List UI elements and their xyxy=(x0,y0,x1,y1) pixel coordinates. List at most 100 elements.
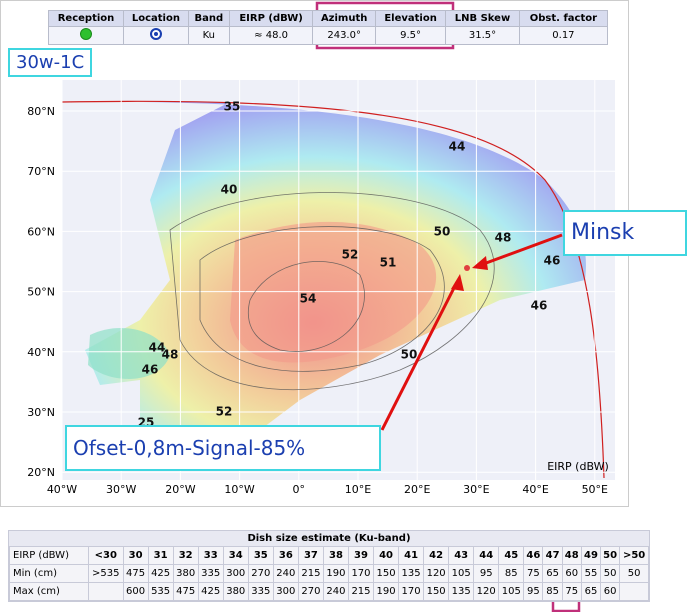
lat-label: 50°N xyxy=(27,286,55,299)
contour-label: 44 xyxy=(449,140,466,154)
footprint-islands xyxy=(88,327,170,379)
lat-label: 30°N xyxy=(27,406,55,419)
dish-cell: 150 xyxy=(423,582,450,601)
dish-cell: 36 xyxy=(272,546,299,565)
dish-row: Max (cm) 600 535 475 425 380 335 300 270 240 215 19… xyxy=(9,582,649,601)
contour-label: 48 xyxy=(495,231,512,245)
info-value: ≈ 48.0 xyxy=(228,26,314,45)
dish-cell: 120 xyxy=(423,564,450,583)
dish-cell: 48 xyxy=(561,546,582,565)
dish-cell: 135 xyxy=(398,564,425,583)
info-value: 243.0° xyxy=(312,26,377,45)
dish-cell: 34 xyxy=(222,546,249,565)
dish-cell: 75 xyxy=(561,582,582,601)
info-header: Azimuth xyxy=(312,10,377,27)
contour-label: 44 xyxy=(149,341,166,355)
dish-cell: 95 xyxy=(473,564,500,583)
info-value: Ku xyxy=(187,26,230,45)
lon-label: 40°E xyxy=(522,483,548,496)
dish-cell: 95 xyxy=(523,582,544,601)
location-icon xyxy=(149,28,162,40)
dish-cell: 65 xyxy=(542,564,563,583)
info-value: 31.5° xyxy=(445,26,520,45)
row-label: Max (cm) xyxy=(9,582,89,601)
info-icon xyxy=(123,26,189,45)
info-header: Obst. factor xyxy=(518,10,609,27)
dish-cell: 46 xyxy=(523,546,544,565)
contour-label: 51 xyxy=(380,256,397,270)
dish-cell: 380 xyxy=(172,564,199,583)
dish-cell: 65 xyxy=(580,582,602,601)
info-value: 0.17 xyxy=(518,26,609,45)
arrow xyxy=(477,233,563,268)
contour xyxy=(169,192,495,391)
dish-cell: 190 xyxy=(322,564,349,583)
contour-label: 46 xyxy=(531,299,548,313)
dish-cell: 30 xyxy=(122,546,149,565)
lat-label: 60°N xyxy=(27,225,55,238)
dish-cell: 35 xyxy=(247,546,274,565)
lon-label: 40°W xyxy=(47,483,77,496)
contour-label: 52 xyxy=(216,405,233,419)
dish-cell: 270 xyxy=(247,564,274,583)
contour-label: 46 xyxy=(544,254,561,268)
callout: Ofset-0,8m-Signal-85% xyxy=(65,425,381,471)
dish-cell: 49 xyxy=(580,546,602,565)
info-header: Reception xyxy=(47,10,125,27)
dish-title: Dish size estimate (Ku-band) xyxy=(247,533,411,544)
location-marker xyxy=(464,265,470,271)
lat-label: 70°N xyxy=(27,165,55,178)
contour-label: 52 xyxy=(342,248,359,262)
contour-label: 35 xyxy=(224,100,241,114)
dish-cell: 535 xyxy=(147,582,174,601)
dish-cell: 60 xyxy=(600,582,621,601)
lat-label: 80°N xyxy=(27,105,55,118)
dish-cell: 31 xyxy=(147,546,174,565)
lon-label: 0° xyxy=(293,483,306,496)
row-label: EIRP (dBW) xyxy=(9,546,89,565)
dish-cell: 380 xyxy=(222,582,249,601)
contour-label: 50 xyxy=(401,348,418,362)
lon-label: 30°E xyxy=(463,483,489,496)
dish-cell: 190 xyxy=(373,582,400,601)
dish-cell: 85 xyxy=(498,564,525,583)
dish-cell: >50 xyxy=(619,546,649,565)
info-header: LNB Skew xyxy=(445,10,520,27)
dish-cell: 50 xyxy=(600,564,621,583)
dish-cell: 105 xyxy=(498,582,525,601)
lat-label: 20°N xyxy=(27,466,55,479)
contour-label: 48 xyxy=(162,348,179,362)
contour-label: 54 xyxy=(300,292,317,306)
arrow-head xyxy=(451,274,464,291)
dish-cell: 50 xyxy=(600,546,621,565)
arrow-head xyxy=(472,256,488,270)
dish-cell: 39 xyxy=(347,546,375,565)
dish-cell: 45 xyxy=(498,546,525,565)
info-value: 9.5° xyxy=(375,26,447,45)
dish-cell: 600 xyxy=(122,582,149,601)
reception-icon xyxy=(80,28,93,40)
dish-cell: 50 xyxy=(619,564,649,583)
dish-cell: 42 xyxy=(423,546,450,565)
dish-cell: 75 xyxy=(523,564,544,583)
dish-cell: 240 xyxy=(272,564,299,583)
info-icon xyxy=(47,26,125,45)
dish-cell: 215 xyxy=(347,582,375,601)
dish-cell: 270 xyxy=(297,582,324,601)
callout: 30w-1C xyxy=(8,48,93,77)
dish-cell: 47 xyxy=(542,546,563,565)
lon-label: 30°W xyxy=(106,483,136,496)
dish-row: Min (cm) >535 475 425 380 335 300 270 240 215 190 1… xyxy=(9,564,649,583)
contour xyxy=(247,261,365,352)
dish-cell: 300 xyxy=(222,564,249,583)
row-label: Min (cm) xyxy=(9,564,89,583)
dish-cell: 43 xyxy=(448,546,475,565)
dish-cell: 60 xyxy=(561,564,582,583)
dish-cell: 170 xyxy=(347,564,375,583)
dish-cell: 135 xyxy=(448,582,475,601)
info-header: Band xyxy=(187,10,230,27)
lon-label: 10°E xyxy=(345,483,371,496)
dish-cell: 38 xyxy=(322,546,349,565)
dish-cell: 475 xyxy=(172,582,199,601)
